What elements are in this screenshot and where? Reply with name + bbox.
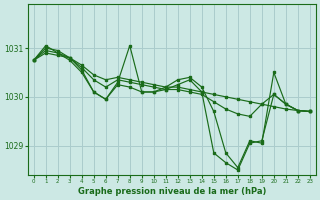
X-axis label: Graphe pression niveau de la mer (hPa): Graphe pression niveau de la mer (hPa) bbox=[77, 187, 266, 196]
